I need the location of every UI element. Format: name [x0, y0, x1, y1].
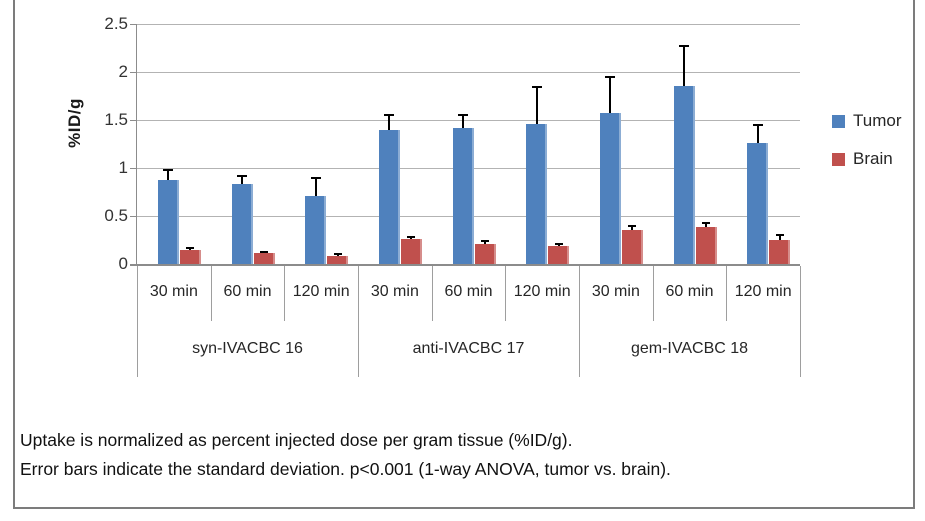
error-bar-line	[241, 175, 243, 185]
error-bar-cap	[186, 246, 195, 249]
tumor-bar	[747, 143, 769, 264]
gridline	[137, 24, 800, 25]
y-axis-line	[136, 24, 137, 265]
y-tick-label: 1	[118, 158, 128, 177]
y-tick-label: 2	[118, 62, 128, 81]
tumor-bar	[673, 86, 695, 264]
error-bar-line	[778, 235, 781, 240]
error-bar-cap	[310, 176, 321, 179]
gridline	[137, 72, 800, 73]
time-divider	[284, 266, 286, 321]
tumor-bar	[599, 113, 621, 264]
error-bar-cap	[605, 75, 616, 78]
error-bar-cap	[679, 45, 689, 48]
error-bar-line	[609, 76, 612, 114]
error-bar-cap	[775, 234, 784, 237]
error-bar-cap	[407, 236, 416, 239]
y-axis-tick	[130, 120, 136, 121]
time-divider	[652, 266, 654, 321]
error-bar-cap	[384, 114, 395, 117]
x-axis-line	[130, 264, 800, 266]
tumor-swatch-icon	[832, 114, 845, 128]
y-axis-tick	[130, 24, 136, 25]
time-divider	[505, 266, 507, 321]
error-bar-cap	[237, 174, 247, 177]
y-axis-tick	[130, 216, 136, 217]
group-label: anti-IVACBC 17	[412, 340, 525, 357]
tumor-bar	[157, 179, 179, 264]
brain-bar	[400, 239, 422, 264]
error-bar-cap	[628, 224, 637, 227]
error-bar-cap	[702, 221, 710, 224]
brain-bar	[327, 256, 349, 264]
group-divider	[137, 266, 138, 377]
brain-bar	[179, 249, 201, 264]
x-tick-label: 120 min	[292, 283, 350, 300]
error-bar-line	[314, 177, 317, 196]
tumor-bar	[526, 123, 548, 264]
group-divider	[358, 266, 359, 377]
x-tick-label: 60 min	[444, 283, 493, 300]
brain-swatch-icon	[832, 152, 845, 166]
y-tick-label: 1.5	[104, 110, 128, 129]
brain-bar	[695, 226, 717, 264]
brain-bar	[769, 240, 791, 264]
x-tick-label: 30 min	[370, 283, 419, 300]
error-bar-cap	[554, 242, 563, 245]
error-bar-line	[462, 115, 464, 128]
caption: Uptake is normalized as percent injected…	[20, 426, 880, 484]
error-bar-cap	[333, 253, 342, 256]
error-bar-line	[705, 222, 707, 227]
caption-line-2: Error bars indicate the standard deviati…	[20, 459, 671, 479]
time-divider	[431, 266, 433, 321]
tumor-bar	[305, 195, 327, 264]
tumor-bar	[378, 129, 400, 264]
x-tick-label: 30 min	[591, 283, 640, 300]
y-axis-tick	[130, 168, 136, 169]
error-bar-line	[167, 169, 170, 180]
time-divider	[726, 266, 728, 321]
brain-bar	[621, 230, 643, 264]
caption-line-1: Uptake is normalized as percent injected…	[20, 430, 573, 450]
error-bar-cap	[163, 168, 174, 171]
error-bar-line	[388, 115, 391, 130]
y-tick-label: 0	[118, 254, 128, 273]
gridline	[137, 120, 800, 121]
error-bar-line	[535, 87, 538, 124]
y-tick-label: 0.5	[104, 206, 128, 225]
error-bar-line	[683, 46, 685, 87]
error-bar-line	[484, 240, 486, 244]
error-bar-cap	[752, 123, 763, 126]
error-bar-cap	[481, 239, 489, 242]
tumor-bar	[231, 184, 253, 264]
legend-item-brain: Brain	[832, 149, 893, 169]
figure-border	[13, 0, 915, 509]
brain-bar	[253, 253, 275, 264]
group-label: gem-IVACBC 18	[630, 340, 749, 357]
group-divider	[800, 266, 801, 377]
y-tick-label: 2.5	[104, 14, 128, 33]
x-tick-label: 120 min	[513, 283, 571, 300]
brain-bar	[548, 245, 570, 264]
error-bar-cap	[458, 114, 468, 117]
error-bar-line	[631, 225, 634, 231]
legend-label: Brain	[853, 149, 893, 168]
group-label: syn-IVACBC 16	[192, 340, 303, 357]
error-bar-cap	[260, 250, 268, 253]
legend-label: Tumor	[853, 111, 902, 130]
group-divider	[579, 266, 580, 377]
tumor-bar	[452, 127, 474, 264]
x-tick-label: 30 min	[149, 283, 198, 300]
x-tick-label: 60 min	[665, 283, 714, 300]
error-bar-cap	[531, 86, 542, 89]
error-bar-line	[756, 124, 759, 144]
brain-bar	[474, 243, 496, 264]
x-tick-label: 120 min	[734, 283, 792, 300]
bar-chart: %ID/g Tumor Brain 0 0.5 1 1.5 2 2.5 30 min 60 mi…	[65, 14, 902, 377]
legend-item-tumor: Tumor	[832, 111, 902, 131]
time-divider	[210, 266, 212, 321]
x-tick-label: 60 min	[223, 283, 272, 300]
y-axis-tick	[130, 72, 136, 73]
